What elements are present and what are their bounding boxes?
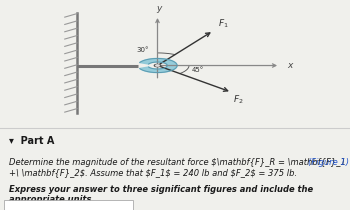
Circle shape: [156, 65, 159, 66]
Text: $F_2$: $F_2$: [233, 93, 244, 106]
Text: Express your answer to three significant figures and include the appropriate uni: Express your answer to three significant…: [9, 185, 313, 204]
FancyBboxPatch shape: [4, 200, 133, 210]
Polygon shape: [140, 58, 177, 73]
Text: $F_1$: $F_1$: [218, 17, 229, 30]
Text: 30°: 30°: [136, 47, 149, 53]
Text: ▾  Part A: ▾ Part A: [9, 136, 54, 146]
Text: Determine the magnitude of the resultant force $\mathbf{F}_R = \mathbf{F}_1 +\ \: Determine the magnitude of the resultant…: [9, 158, 346, 177]
Text: (Figure 1): (Figure 1): [308, 158, 349, 167]
Text: 45°: 45°: [192, 67, 204, 73]
Text: y: y: [156, 4, 162, 13]
Text: x: x: [287, 61, 292, 70]
Circle shape: [154, 64, 161, 67]
